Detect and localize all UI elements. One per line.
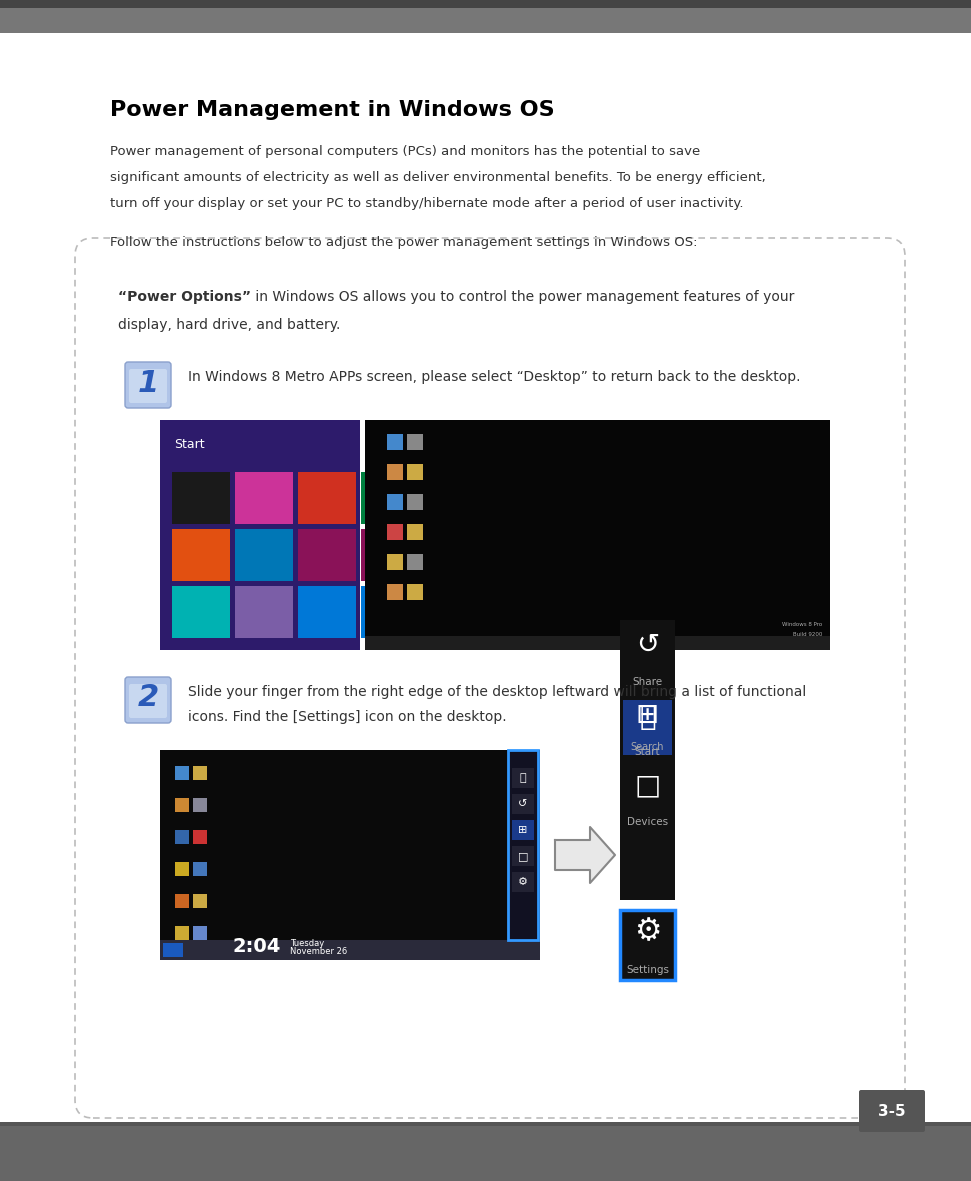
Bar [0, 1125, 971, 1181]
Bar [387, 554, 403, 570]
FancyBboxPatch shape [125, 363, 171, 407]
Bar [512, 768, 534, 788]
Bar [407, 464, 423, 479]
Bar [298, 529, 356, 581]
Bar [407, 583, 423, 600]
Bar [193, 894, 207, 908]
Bar [172, 586, 230, 638]
Text: ⚙: ⚙ [518, 877, 528, 887]
Text: ⌕: ⌕ [519, 774, 526, 783]
Bar [175, 894, 189, 908]
Text: 1: 1 [137, 368, 158, 398]
Bar [160, 940, 540, 960]
Text: Devices: Devices [627, 817, 668, 827]
Polygon shape [555, 827, 615, 883]
Text: Start: Start [635, 748, 660, 757]
Text: □: □ [634, 771, 660, 800]
Bar [193, 766, 207, 779]
Bar [512, 820, 534, 840]
Bar [361, 472, 376, 524]
Bar [0, 0, 971, 8]
Text: 2:04: 2:04 [232, 937, 281, 955]
Bar [623, 700, 672, 755]
Bar [620, 911, 675, 980]
Bar [193, 926, 207, 940]
Bar [175, 862, 189, 876]
Bar [175, 766, 189, 779]
Bar [512, 846, 534, 866]
Bar [193, 862, 207, 876]
FancyBboxPatch shape [129, 368, 167, 403]
FancyBboxPatch shape [859, 1090, 925, 1133]
Bar [235, 529, 293, 581]
Bar [175, 926, 189, 940]
Bar [407, 494, 423, 510]
Text: turn off your display or set your PC to standby/hibernate mode after a period of: turn off your display or set your PC to … [110, 197, 744, 210]
Text: Slide your finger from the right edge of the desktop leftward will bring a list : Slide your finger from the right edge of… [188, 685, 806, 699]
Text: Power Management in Windows OS: Power Management in Windows OS [110, 100, 554, 120]
Text: “Power Options”: “Power Options” [118, 291, 251, 304]
Text: Follow the instructions below to adjust the power management settings in Windows: Follow the instructions below to adjust … [110, 236, 697, 249]
Bar [175, 830, 189, 844]
Text: ⊞: ⊞ [519, 826, 527, 835]
Bar [387, 494, 403, 510]
Text: display, hard drive, and battery.: display, hard drive, and battery. [118, 318, 341, 332]
Bar [163, 942, 183, 957]
Bar [0, 1122, 971, 1125]
Text: ⌕: ⌕ [639, 703, 655, 731]
Bar [235, 472, 293, 524]
Text: ⊞: ⊞ [636, 702, 659, 729]
Bar [512, 794, 534, 814]
Bar [361, 586, 376, 638]
Text: Search: Search [631, 742, 664, 752]
Bar [172, 529, 230, 581]
Bar [387, 464, 403, 479]
Bar [407, 554, 423, 570]
Bar [160, 750, 540, 960]
Bar [620, 911, 675, 980]
Text: Tuesday: Tuesday [290, 939, 324, 947]
Text: ↺: ↺ [636, 631, 659, 659]
Bar [298, 472, 356, 524]
Bar [361, 529, 376, 581]
Bar [172, 472, 230, 524]
Text: November 26: November 26 [290, 947, 348, 957]
Bar [235, 586, 293, 638]
Bar [407, 524, 423, 540]
Bar [365, 420, 830, 650]
Text: Settings: Settings [626, 965, 669, 976]
Bar [0, 8, 971, 33]
Text: in Windows OS allows you to control the power management features of your: in Windows OS allows you to control the … [251, 291, 794, 304]
Bar [160, 420, 360, 650]
Bar [298, 586, 356, 638]
Text: ↺: ↺ [519, 800, 527, 809]
Bar [620, 620, 675, 900]
Bar [508, 750, 538, 940]
Text: 3-5: 3-5 [878, 1103, 906, 1118]
FancyBboxPatch shape [125, 677, 171, 723]
FancyBboxPatch shape [129, 684, 167, 718]
Text: Power management of personal computers (PCs) and monitors has the potential to s: Power management of personal computers (… [110, 145, 700, 158]
Text: 2: 2 [137, 684, 158, 712]
Bar [365, 637, 830, 650]
Bar [387, 433, 403, 450]
Bar [175, 798, 189, 813]
Text: □: □ [518, 852, 528, 861]
Bar [512, 872, 534, 892]
Text: Windows 8 Pro: Windows 8 Pro [782, 622, 822, 627]
Text: Start: Start [174, 438, 205, 451]
Bar [193, 830, 207, 844]
Text: Share: Share [632, 677, 662, 687]
Text: ⚙: ⚙ [634, 918, 661, 946]
Bar [620, 700, 675, 755]
Text: significant amounts of electricity as well as deliver environmental benefits. To: significant amounts of electricity as we… [110, 171, 766, 184]
Bar [508, 750, 538, 940]
Bar [387, 524, 403, 540]
Text: icons. Find the [Settings] icon on the desktop.: icons. Find the [Settings] icon on the d… [188, 710, 507, 724]
Text: Build 9200: Build 9200 [792, 632, 822, 637]
Text: In Windows 8 Metro APPs screen, please select “Desktop” to return back to the de: In Windows 8 Metro APPs screen, please s… [188, 370, 800, 384]
Bar [193, 798, 207, 813]
Bar [387, 583, 403, 600]
Bar [407, 433, 423, 450]
